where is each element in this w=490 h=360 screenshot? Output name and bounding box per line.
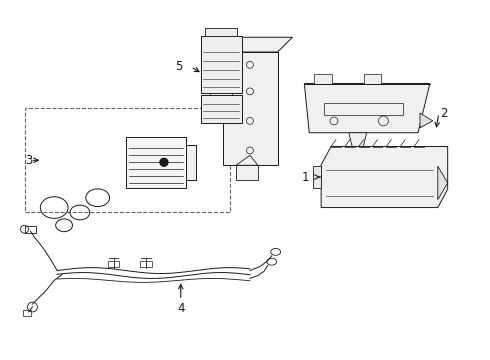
Text: 5: 5 <box>175 60 183 73</box>
Polygon shape <box>420 113 433 128</box>
Polygon shape <box>304 84 430 133</box>
Bar <box>186 145 196 180</box>
Bar <box>200 95 242 123</box>
Bar <box>200 36 242 93</box>
Polygon shape <box>349 133 367 157</box>
Bar <box>236 165 258 180</box>
Bar <box>205 28 237 36</box>
Bar <box>24 226 36 233</box>
Bar <box>324 103 403 115</box>
Text: 4: 4 <box>177 302 185 315</box>
Bar <box>23 310 31 316</box>
Bar <box>126 137 186 188</box>
Polygon shape <box>321 147 448 208</box>
Bar <box>24 108 230 212</box>
Text: 3: 3 <box>25 154 32 167</box>
Bar <box>108 261 120 267</box>
Circle shape <box>160 158 168 166</box>
Bar <box>140 261 152 267</box>
Bar <box>223 52 278 165</box>
Text: 2: 2 <box>440 107 447 120</box>
Polygon shape <box>438 166 448 200</box>
Polygon shape <box>223 37 293 52</box>
Text: 1: 1 <box>302 171 309 184</box>
Bar <box>314 74 332 84</box>
Bar <box>313 166 321 188</box>
Bar <box>210 93 232 103</box>
Polygon shape <box>236 156 258 165</box>
Bar <box>364 74 381 84</box>
